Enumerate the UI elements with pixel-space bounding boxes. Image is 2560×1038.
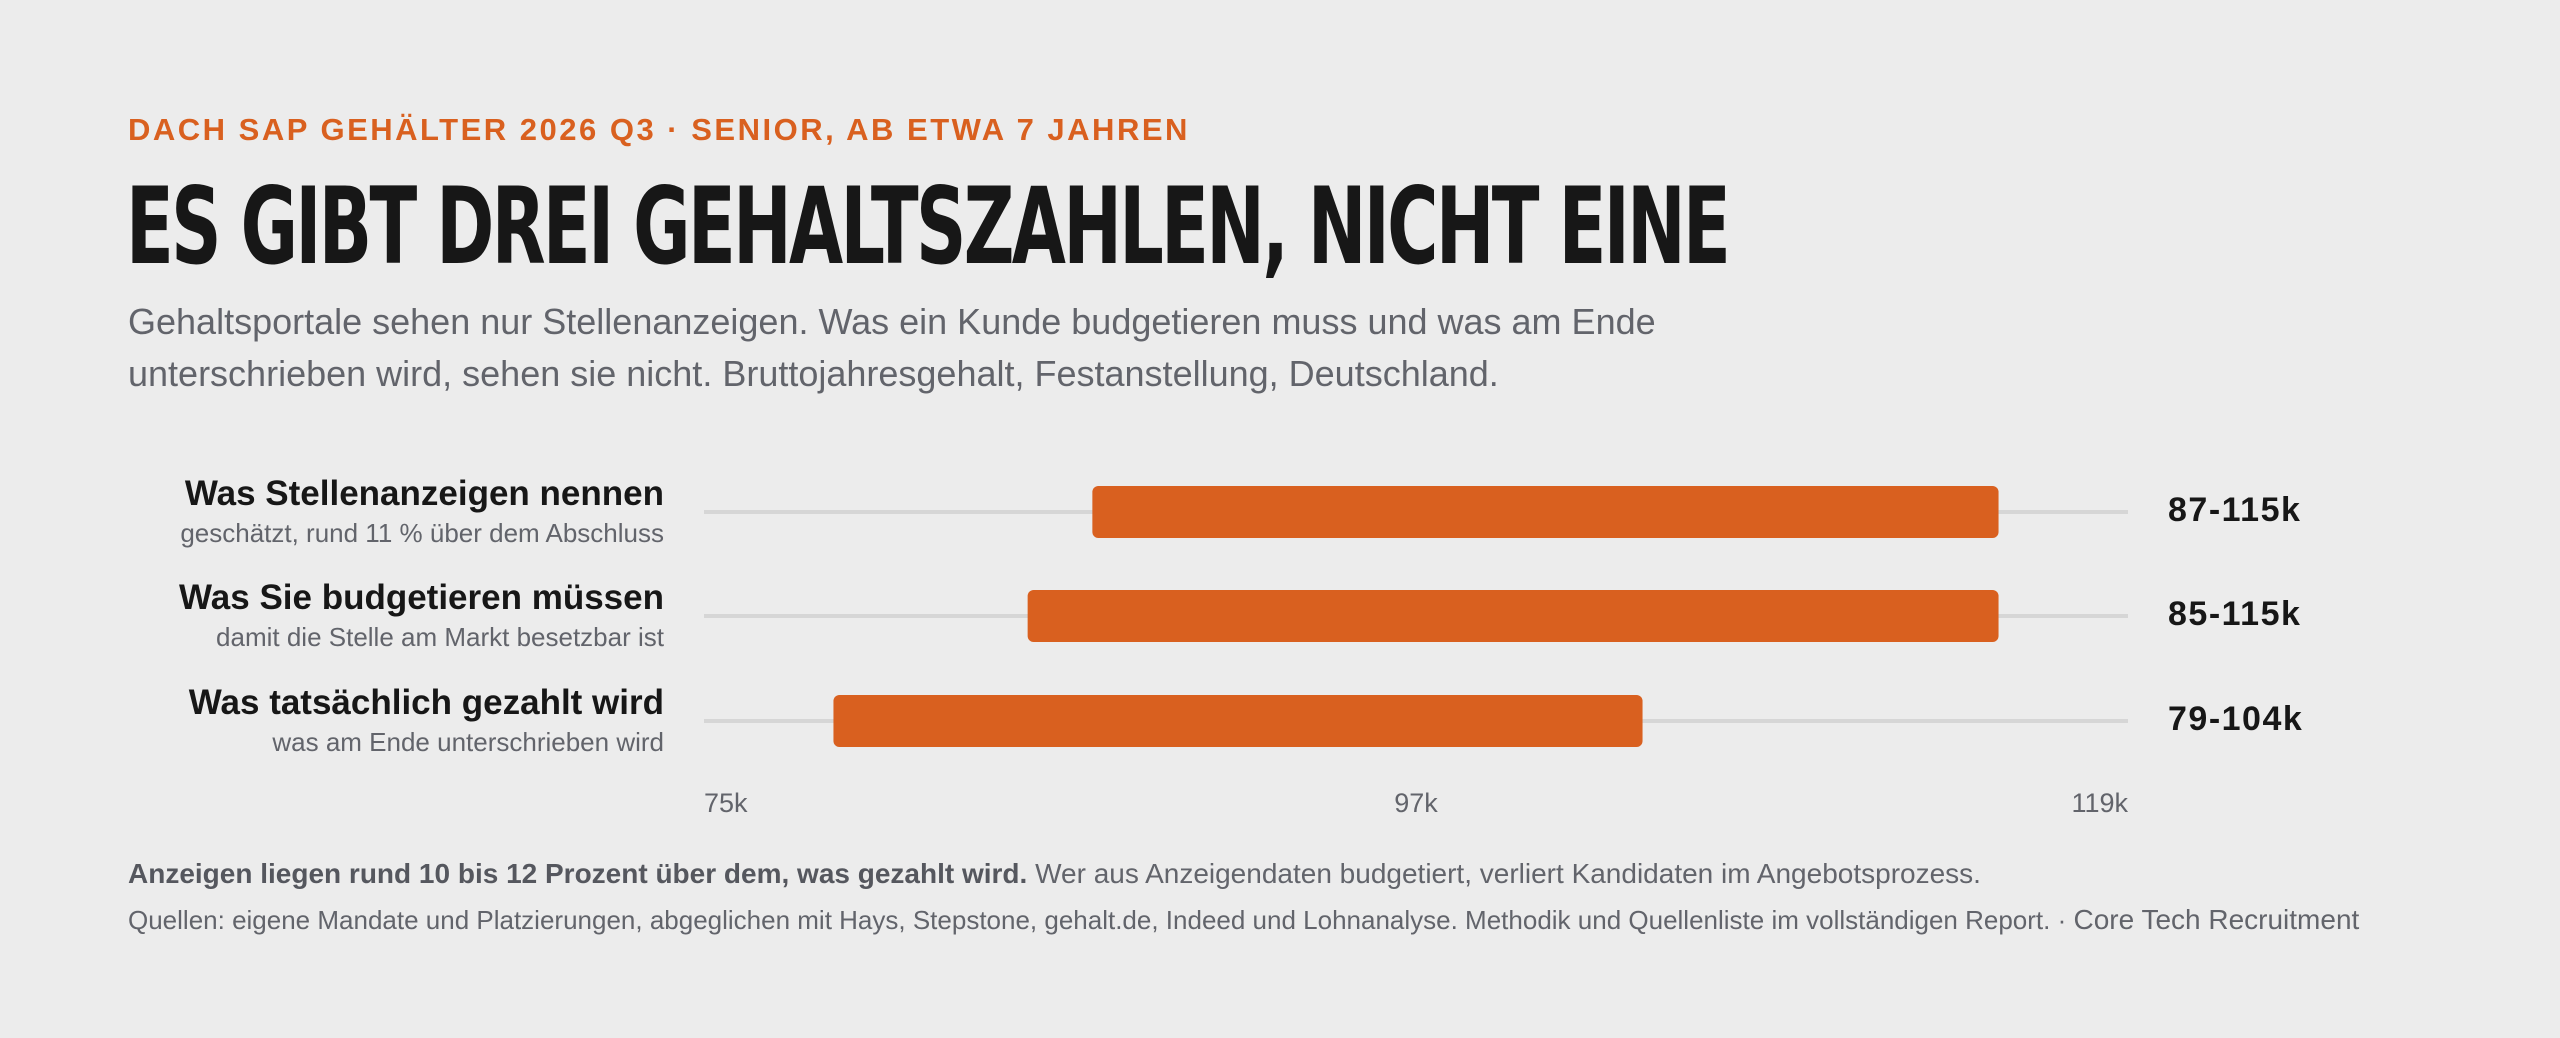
chart-eyebrow: DACH SAP GEHÄLTER 2026 Q3 · SENIOR, AB E… — [128, 112, 1190, 147]
sources-text: Quellen: eigene Mandate und Platzierunge… — [128, 905, 2074, 935]
x-tick-label-2: 97k — [1394, 788, 1438, 818]
brand-name: Core Tech Recruitment — [2073, 904, 2360, 935]
row-title: Was Sie budgetieren müssen — [179, 578, 664, 617]
chart-subtitle: Gehaltsportale sehen nur Stellenanzeigen… — [128, 301, 1656, 394]
range-bar-1 — [1092, 486, 1999, 538]
footnote: Anzeigen liegen rund 10 bis 12 Prozent ü… — [128, 858, 1981, 890]
x-tick-label-1: 75k — [704, 788, 748, 818]
chart-title: ES GIBT DREI GEHALTSZAHLEN, NICHT EINE — [126, 165, 1731, 288]
row-subtitle: damit die Stelle am Markt besetzbar ist — [216, 622, 664, 652]
value-label-2: 85-115k — [2168, 595, 2302, 633]
footnote-rest: Wer aus Anzeigendaten budgetiert, verlie… — [1027, 858, 1981, 889]
row-subtitle: geschätzt, rund 11 % über dem Abschluss — [180, 518, 664, 548]
row-subtitle: was am Ende unterschrieben wird — [272, 727, 664, 757]
value-label-3: 79-104k — [2168, 700, 2304, 738]
value-label-1: 87-115k — [2168, 491, 2302, 529]
row-label-3: Was tatsächlich gezahlt wird was am Ende … — [189, 681, 664, 759]
x-tick-label-3: 119k — [2071, 788, 2128, 818]
row-label-1: Was Stellenanzeigen nennen geschätzt, run… — [180, 472, 664, 550]
sources-line: Quellen: eigene Mandate und Platzierunge… — [128, 904, 2359, 936]
row-title: Was Stellenanzeigen nennen — [184, 474, 664, 513]
row-title: Was tatsächlich gezahlt wird — [188, 683, 664, 722]
range-bar-3 — [833, 695, 1643, 747]
range-bar-2 — [1027, 590, 1999, 642]
footnote-bold: Anzeigen liegen rund 10 bis 12 Prozent ü… — [128, 858, 1028, 889]
range-bar-chart: 75k 97k 119k — [704, 486, 2128, 818]
row-label-2: Was Sie budgetieren müssen damit die Stel… — [179, 576, 664, 654]
